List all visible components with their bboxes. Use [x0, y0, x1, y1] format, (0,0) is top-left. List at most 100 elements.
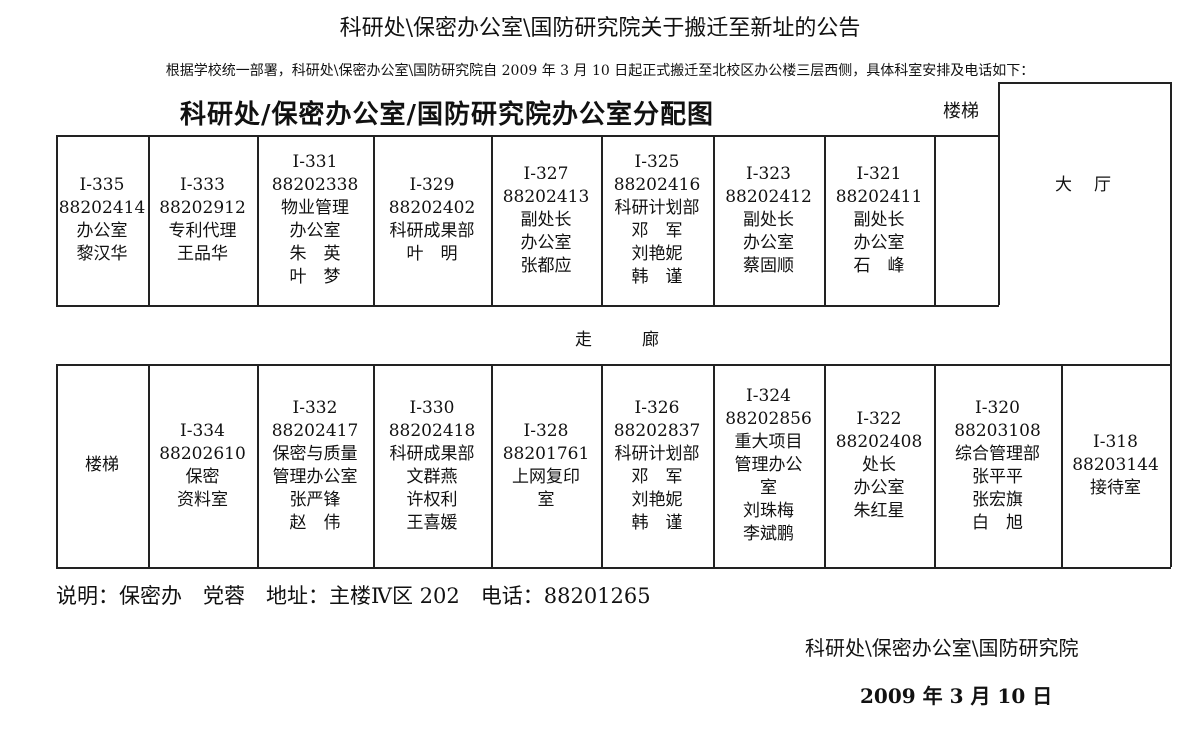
- room-text-line: 上网复印: [512, 466, 580, 487]
- room-text-line: 李斌鹏: [743, 524, 794, 544]
- room-text-line: 88202402: [388, 198, 476, 218]
- notice-date: 2009 年 3 月 10 日: [860, 684, 1053, 708]
- room-text-line: 刘艳妮: [631, 244, 683, 264]
- contact-note: 说明：保密办 党蓉 地址：主楼Ⅳ区 202 电话：88201265: [56, 584, 651, 608]
- wall-line: [148, 364, 150, 567]
- wall-line: [998, 82, 1000, 305]
- top-room-cell: I-325 88202416 科研计划部邓 军刘艳妮韩 谨: [601, 135, 713, 305]
- room-text-line: 邓 军: [631, 221, 683, 241]
- room-text-line: 专利代理: [168, 221, 237, 241]
- top-room-cell: I-335 88202414 办公室 黎汉华: [56, 135, 148, 305]
- room-text-line: 88203108: [954, 420, 1041, 441]
- room-text-line: 叶 梦: [289, 267, 341, 287]
- wall-line: [257, 364, 259, 567]
- room-text-line: I-329: [409, 175, 455, 195]
- room-text-line: 文群燕: [406, 466, 458, 487]
- wall-line: [713, 135, 715, 305]
- wall-line: [56, 364, 1171, 366]
- room-text-line: 办公室: [853, 232, 905, 253]
- wall-line: [824, 364, 826, 567]
- room-text-line: I-327: [523, 163, 569, 184]
- room-text-line: 韩 谨: [631, 267, 683, 287]
- room-text-line: 88202408: [835, 432, 923, 452]
- wall-line: [56, 364, 58, 567]
- room-text-line: 科研计划部: [614, 198, 700, 218]
- hall-label: 大厅: [1055, 175, 1133, 195]
- room-text-line: I-328: [523, 420, 569, 441]
- room-text-line: 资料室: [177, 489, 228, 510]
- plan-title: 科研处/保密办公室/国防研究院办公室分配图: [180, 100, 714, 130]
- room-text-line: I-322: [856, 409, 902, 429]
- room-text-line: 蔡固顺: [743, 255, 794, 276]
- room-text-line: 韩 谨: [631, 512, 683, 533]
- room-text-line: 综合管理部: [955, 443, 1040, 464]
- room-text-line: 刘珠梅: [743, 501, 794, 521]
- room-text-line: 张严锋: [289, 489, 341, 510]
- bottom-room-cell: I-322 88202408 处长 办公室 朱红星: [824, 364, 934, 567]
- room-text-line: 88202338: [271, 175, 359, 195]
- room-text-line: 88202411: [835, 186, 923, 207]
- wall-line: [257, 135, 259, 305]
- top-room-cell: I-333 88202912 专利代理 王品华: [148, 135, 257, 305]
- bottom-room-cell: I-328 88201761 上网复印室: [491, 364, 601, 567]
- top-room-cell: I-331 88202338 物业管理 办公室朱 英叶 梦: [257, 135, 373, 305]
- room-text-line: I-323: [746, 163, 791, 184]
- wall-line: [934, 135, 936, 305]
- stairs-label-top: 楼梯: [943, 101, 979, 122]
- room-text-line: 朱红星: [853, 501, 905, 521]
- room-text-line: 科研成果部: [389, 443, 475, 464]
- wall-line: [713, 364, 715, 567]
- room-text-line: 副处长: [520, 209, 572, 230]
- room-text-line: 办公室: [520, 232, 572, 253]
- bottom-room-cell: I-332 88202417 保密与质量 管理办公室 张严锋赵 伟: [257, 364, 373, 567]
- room-text-line: 88202417: [271, 420, 359, 441]
- room-text-line: 张平平: [972, 466, 1023, 487]
- room-text-line: I-333: [180, 175, 225, 195]
- wall-line: [56, 305, 999, 307]
- room-text-line: 88202412: [725, 186, 812, 207]
- wall-line: [998, 82, 1171, 84]
- room-text-line: I-335: [79, 175, 125, 195]
- top-room-cell: I-323 88202412 副处长 办公室 蔡固顺: [713, 135, 824, 305]
- bottom-room-cell: I-326 88202837 科研计划部邓 军刘艳妮韩 谨: [601, 364, 713, 567]
- wall-line: [56, 135, 999, 137]
- wall-line: [373, 135, 375, 305]
- room-text-line: 88202418: [388, 420, 476, 441]
- room-text-line: 接待室: [1090, 478, 1141, 498]
- room-text-line: 保密与质量: [272, 443, 358, 464]
- room-text-line: I-324: [746, 386, 791, 406]
- room-text-line: 处长: [862, 455, 896, 475]
- room-text-line: 黎汉华: [76, 244, 128, 264]
- room-text-line: 张都应: [520, 255, 572, 276]
- room-text-line: 88202414: [58, 198, 146, 218]
- top-room-cell: [934, 135, 998, 305]
- room-text-line: 88202912: [159, 198, 246, 218]
- room-text-line: 重大项目: [734, 432, 803, 452]
- room-text-line: 办公室: [289, 221, 341, 241]
- wall-line: [56, 567, 1171, 569]
- room-text-line: 楼梯: [85, 455, 119, 475]
- bottom-room-cell: I-330 88202418 科研成果部 文群燕 许权利 王喜媛: [373, 364, 491, 567]
- room-text-line: 刘艳妮: [631, 489, 683, 510]
- room-text-line: I-332: [292, 397, 338, 418]
- wall-line: [491, 135, 493, 305]
- room-text-line: 管理办公室: [272, 466, 358, 487]
- wall-line: [491, 364, 493, 567]
- top-room-cell: I-329 88202402 科研成果部叶 明: [373, 135, 491, 305]
- room-text-line: 赵 伟: [289, 512, 341, 533]
- room-text-line: 叶 明: [406, 244, 458, 264]
- top-room-cell: I-321 88202411 副处长 办公室石 峰: [824, 135, 934, 305]
- room-text-line: 科研成果部: [389, 221, 475, 241]
- room-text-line: 王喜媛: [406, 512, 458, 533]
- corridor-label: 走廊: [575, 330, 709, 350]
- room-text-line: I-321: [856, 163, 902, 184]
- bottom-room-cell: I-334 88202610 保密 资料室: [148, 364, 257, 567]
- notice-title: 科研处\保密办公室\国防研究院关于搬迁至新址的公告: [339, 16, 861, 41]
- room-text-line: 88201761: [502, 443, 590, 464]
- room-text-line: 88203144: [1072, 455, 1159, 475]
- room-text-line: 室: [537, 489, 555, 510]
- wall-line: [824, 135, 826, 305]
- room-text-line: 88202610: [159, 443, 246, 464]
- wall-line: [148, 135, 150, 305]
- top-room-cell: I-327 88202413 副处长 办公室 张都应: [491, 135, 601, 305]
